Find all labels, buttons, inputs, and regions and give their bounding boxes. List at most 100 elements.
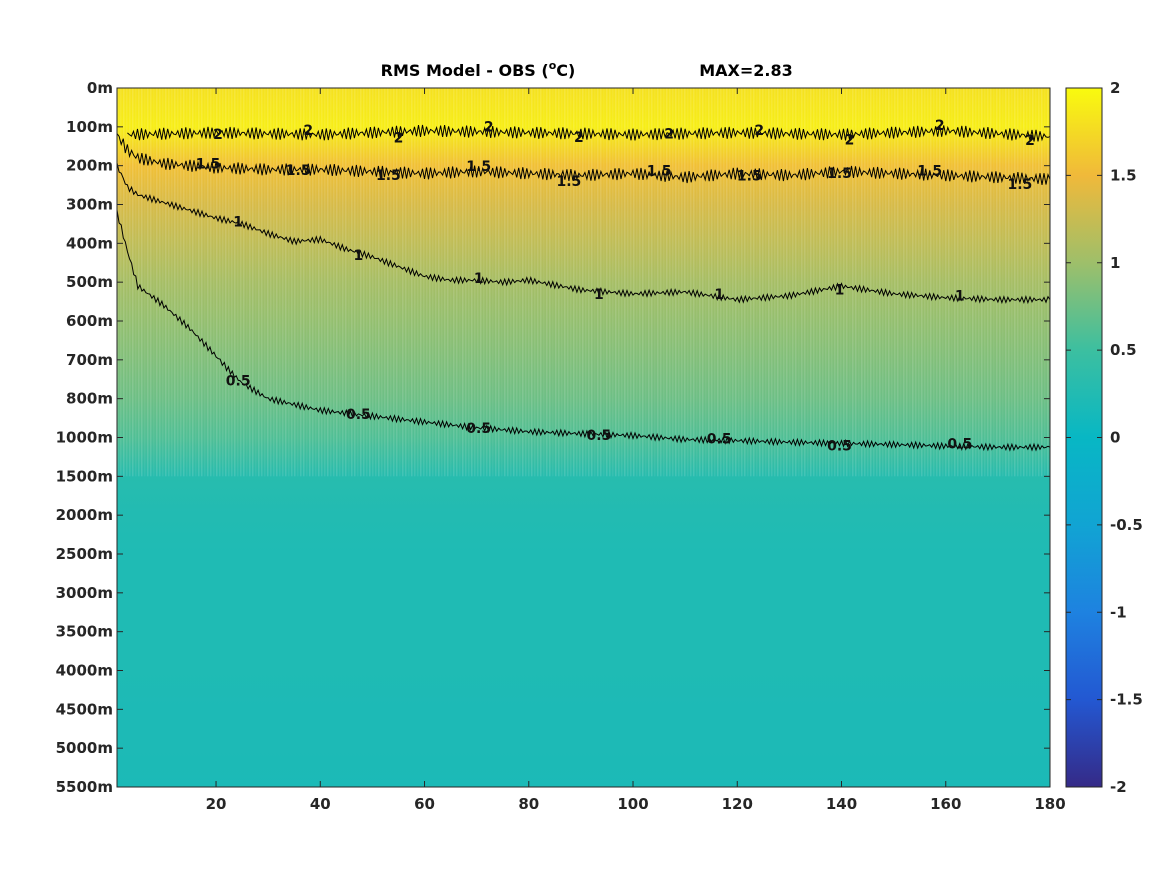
x-tick-label: 80	[518, 795, 539, 813]
heatmap-stripe	[897, 88, 899, 477]
y-tick-label: 300m	[66, 196, 113, 214]
contour-label: 1	[474, 271, 484, 287]
heatmap-stripe	[753, 88, 755, 477]
contour-label: 0.5	[586, 428, 611, 444]
contour-label: 1.5	[196, 157, 221, 173]
y-tick-label: 4500m	[56, 700, 113, 718]
heatmap-stripe	[225, 88, 227, 477]
heatmap-stripe	[786, 88, 788, 477]
heatmap-stripe	[837, 88, 839, 477]
heatmap-stripe	[855, 88, 857, 477]
heatmap-stripe	[579, 88, 581, 477]
heatmap-stripe	[942, 88, 944, 477]
heatmap-stripe	[360, 88, 362, 477]
heatmap-stripe	[810, 88, 812, 477]
heatmap-stripe	[255, 88, 257, 477]
heatmap-stripe	[840, 88, 842, 477]
heatmap-stripe	[282, 88, 284, 477]
heatmap-stripe	[690, 88, 692, 477]
heatmap-stripe	[756, 88, 758, 477]
heatmap-stripe	[465, 88, 467, 477]
heatmap-stripe	[453, 88, 455, 477]
heatmap-stripe	[918, 88, 920, 477]
contour-label: 1.5	[827, 166, 852, 182]
heatmap-stripe	[879, 88, 881, 477]
heatmap-stripe	[516, 88, 518, 477]
heatmap-stripe	[852, 88, 854, 477]
contour-label: 2	[394, 131, 404, 147]
x-tick-label: 100	[617, 795, 648, 813]
heatmap-stripe	[711, 88, 713, 477]
contour-label: 0.5	[947, 437, 972, 453]
heatmap-stripe	[1020, 88, 1022, 477]
heatmap-stripe	[126, 88, 128, 477]
heatmap-stripe	[633, 88, 635, 477]
heatmap-stripe	[1032, 88, 1034, 477]
heatmap-stripe	[258, 88, 260, 477]
contour-label: 2	[484, 119, 494, 135]
colorbar-ticks: 2 1.5 1 0.5 0 -0.5 -1 -1.5 -2	[1066, 79, 1143, 796]
contour-1	[117, 162, 1050, 305]
heatmap-stripe	[615, 88, 617, 477]
x-axis-ticks: 20 40 60 80 100 120 140 160 180	[206, 88, 1066, 813]
heatmap-stripe	[219, 88, 221, 477]
heatmap-stripe	[987, 88, 989, 477]
heatmap-stripe	[192, 88, 194, 477]
heatmap-stripe	[150, 88, 152, 477]
heatmap-stripe	[795, 88, 797, 477]
heatmap-stripe	[285, 88, 287, 477]
heatmap-stripe	[270, 88, 272, 477]
heatmap-stripe	[873, 88, 875, 477]
heatmap-stripe	[699, 88, 701, 477]
heatmap-stripe	[456, 88, 458, 477]
heatmap-stripe	[498, 88, 500, 477]
heatmap-stripe	[1041, 88, 1043, 477]
heatmap-stripe	[297, 88, 299, 477]
heatmap-stripe	[999, 88, 1001, 477]
heatmap-stripe	[351, 88, 353, 477]
contour-label: 2	[664, 127, 674, 143]
heatmap-stripe	[468, 88, 470, 477]
heatmap-stripe	[378, 88, 380, 477]
contour-label: 1	[233, 215, 243, 231]
heatmap-stripe	[486, 88, 488, 477]
heatmap-stripe	[309, 88, 311, 477]
heatmap-stripe	[867, 88, 869, 477]
heatmap-stripe	[732, 88, 734, 477]
y-tick-label: 100m	[66, 118, 113, 136]
heatmap-stripe	[624, 88, 626, 477]
heatmap-stripe	[951, 88, 953, 477]
heatmap-stripe	[303, 88, 305, 477]
y-tick-label: 5000m	[56, 739, 113, 757]
heatmap-stripe	[138, 88, 140, 477]
heatmap-stripe	[693, 88, 695, 477]
heatmap-stripe	[648, 88, 650, 477]
heatmap-stripe	[177, 88, 179, 477]
colorbar-tick-label: 1	[1110, 254, 1120, 272]
heatmap-stripe	[345, 88, 347, 477]
contour-label: 1	[594, 287, 604, 303]
contour-label: 1	[714, 287, 724, 303]
heatmap-stripe	[813, 88, 815, 477]
heatmap-stripe	[825, 88, 827, 477]
heatmap-stripe	[216, 88, 218, 477]
heatmap-stripe	[438, 88, 440, 477]
heatmap-stripe	[651, 88, 653, 477]
heatmap-stripe	[735, 88, 737, 477]
y-tick-label: 3000m	[56, 584, 113, 602]
contour-label: 0.5	[707, 432, 732, 448]
heatmap-stripe	[639, 88, 641, 477]
heatmap-stripe	[426, 88, 428, 477]
heatmap-stripe	[306, 88, 308, 477]
y-tick-label: 0m	[87, 79, 113, 97]
heatmap-stripe	[720, 88, 722, 477]
heatmap-stripe	[180, 88, 182, 477]
y-tick-label: 4000m	[56, 662, 113, 680]
heatmap-stripe	[843, 88, 845, 477]
heatmap-stripe	[909, 88, 911, 477]
contour-label: 1.5	[286, 163, 311, 179]
heatmap-stripe	[597, 88, 599, 477]
heatmap-stripe	[561, 88, 563, 477]
heatmap-stripe	[231, 88, 233, 477]
heatmap-stripe	[372, 88, 374, 477]
